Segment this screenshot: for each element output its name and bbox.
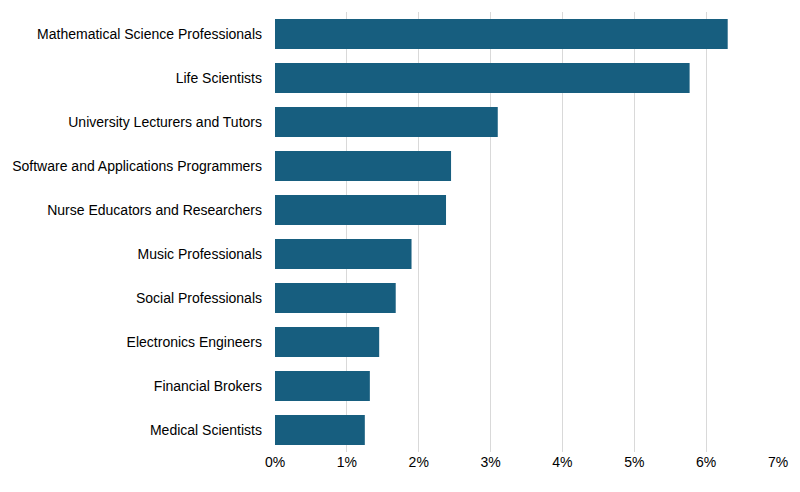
svg-text:Life Scientists: Life Scientists	[176, 70, 262, 86]
svg-text:Software and Applications Prog: Software and Applications Programmers	[12, 158, 262, 174]
svg-text:Social Professionals: Social Professionals	[136, 290, 262, 306]
svg-text:Mathematical Science Professio: Mathematical Science Professionals	[37, 26, 262, 42]
svg-text:Medical Scientists: Medical Scientists	[150, 422, 262, 438]
svg-text:Financial Brokers: Financial Brokers	[154, 378, 262, 394]
svg-text:Nurse Educators and Researcher: Nurse Educators and Researchers	[47, 202, 262, 218]
svg-text:2%: 2%	[409, 454, 429, 470]
svg-text:Electronics Engineers: Electronics Engineers	[127, 334, 262, 350]
svg-text:4%: 4%	[552, 454, 572, 470]
svg-text:6%: 6%	[696, 454, 716, 470]
svg-text:University Lecturers and Tutor: University Lecturers and Tutors	[68, 114, 262, 130]
svg-text:Music Professionals: Music Professionals	[138, 246, 263, 262]
svg-text:7%: 7%	[768, 454, 788, 470]
svg-text:1%: 1%	[337, 454, 357, 470]
svg-text:0%: 0%	[265, 454, 285, 470]
svg-text:3%: 3%	[480, 454, 500, 470]
svg-text:5%: 5%	[624, 454, 644, 470]
